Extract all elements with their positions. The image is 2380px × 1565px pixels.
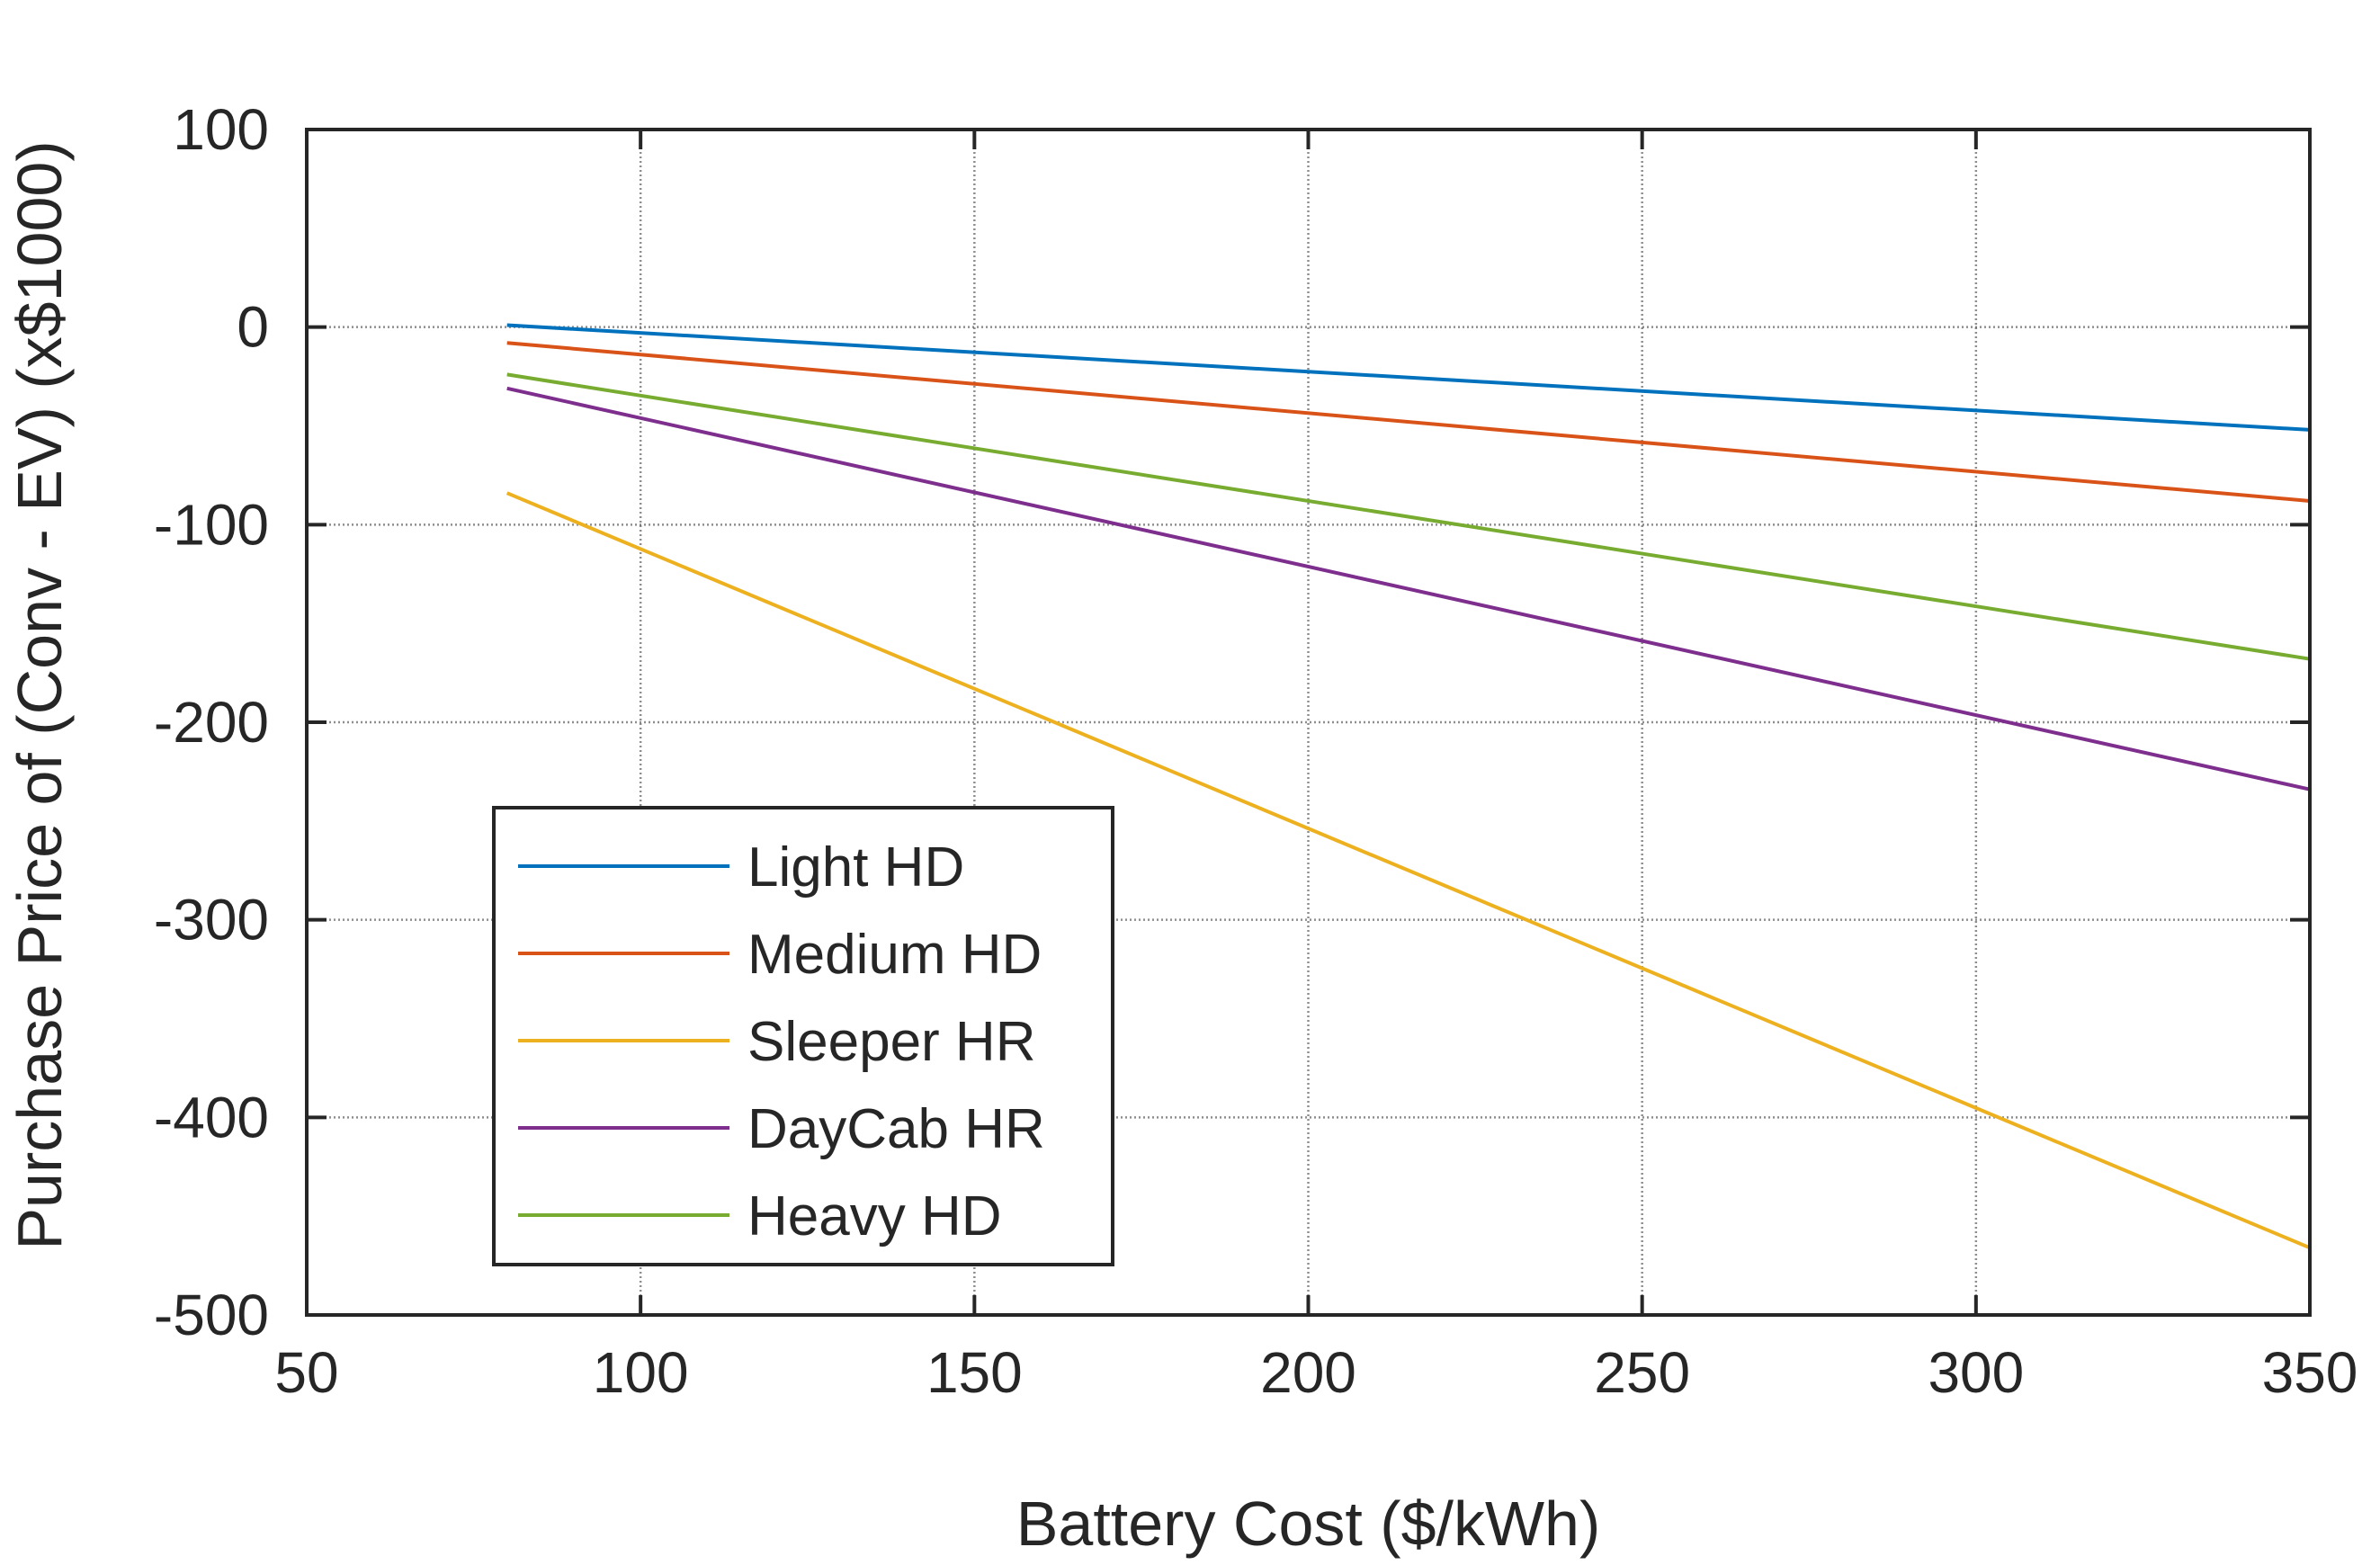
y-tick-label: -200 bbox=[154, 690, 269, 755]
x-tick-label: 50 bbox=[274, 1340, 338, 1405]
series-line-light-hd bbox=[506, 323, 2311, 432]
series-line-heavy-hd bbox=[506, 372, 2311, 661]
legend: Light HD Medium HD Sleeper HR DayCab HR Heav… bbox=[492, 806, 1114, 1266]
y-tick-label: 100 bbox=[173, 97, 269, 162]
x-tick-label: 300 bbox=[1928, 1340, 2024, 1405]
x-tick-label: 200 bbox=[1260, 1340, 1356, 1405]
x-tick-label: 100 bbox=[593, 1340, 689, 1405]
series-line-sleeper-hr bbox=[506, 491, 2311, 1250]
series-layer bbox=[506, 323, 2311, 1250]
x-axis-title: Battery Cost ($/kWh) bbox=[1016, 1489, 1601, 1559]
x-tick-label: 350 bbox=[2262, 1340, 2358, 1405]
series-line-daycab-hr bbox=[506, 386, 2311, 791]
y-axis-title: Purchase Price of (Conv - EV) (x$1000) bbox=[4, 140, 75, 1249]
legend-label-heavy-hd: Heavy HD bbox=[747, 1185, 1002, 1248]
legend-label-light-hd: Light HD bbox=[747, 836, 964, 899]
legend-label-sleeper-hr: Sleeper HR bbox=[747, 1011, 1035, 1073]
y-tick-label: 0 bbox=[237, 295, 269, 360]
y-tick-label: -500 bbox=[154, 1283, 269, 1347]
x-tick-label: 150 bbox=[926, 1340, 1023, 1405]
legend-label-medium-hd: Medium HD bbox=[747, 924, 1042, 986]
tick-layer: 50 100 150 200 250 300 350 100 0 -100 -200 -300 -400… bbox=[154, 97, 2358, 1405]
y-tick-label: -100 bbox=[154, 492, 269, 557]
x-tick-label: 250 bbox=[1594, 1340, 1690, 1405]
legend-box bbox=[492, 806, 1114, 1266]
y-tick-label: -300 bbox=[154, 888, 269, 952]
legend-label-daycab-hr: DayCab HR bbox=[747, 1098, 1045, 1160]
series-line-medium-hd bbox=[506, 341, 2311, 503]
y-tick-label: -400 bbox=[154, 1085, 269, 1149]
